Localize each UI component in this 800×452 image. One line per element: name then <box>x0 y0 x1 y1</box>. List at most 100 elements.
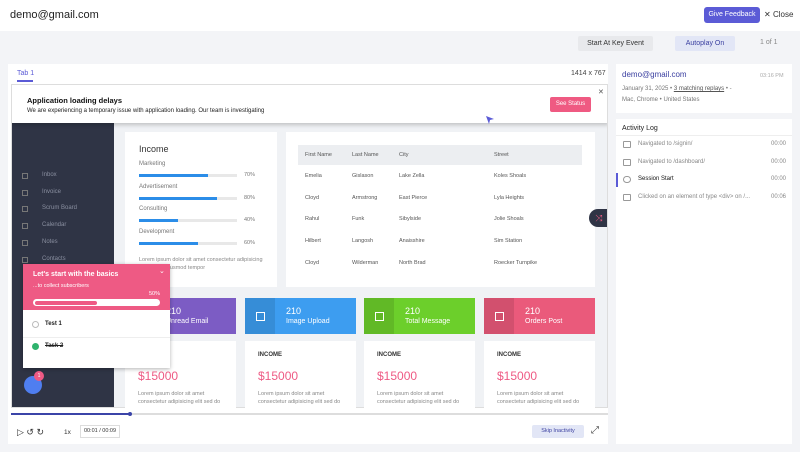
resolution: 1414 x 767 <box>571 70 606 77</box>
table-cell: Cloyd <box>305 194 320 201</box>
header: demo@gmail.com Give Feedback ✕ Close <box>0 0 800 31</box>
skip-inactivity[interactable]: Skip Inactivity <box>532 425 584 438</box>
table-header-cell: Street <box>494 152 509 158</box>
session-user[interactable]: demo@gmail.com <box>622 70 687 79</box>
stat-icon <box>375 312 384 321</box>
card-amount: $15000 <box>377 369 418 383</box>
event-time: 00:00 <box>771 141 787 147</box>
income-mini-card: INCOME $15000 Lorem ipsum dolor sit amet c… <box>364 341 475 408</box>
stat-icon-bg <box>364 298 394 334</box>
table-cell: North Brad <box>399 259 426 266</box>
banner-text: We are experiencing a temporary issue wi… <box>27 108 265 114</box>
card-amount: $15000 <box>258 369 299 383</box>
stat-label: Total Message <box>405 318 451 325</box>
event-icon <box>623 176 631 184</box>
table-cell: Funk <box>352 216 365 223</box>
stat-icon <box>256 312 265 321</box>
table-cell: Hilbert <box>305 238 321 245</box>
stat-value: 210 <box>405 306 421 316</box>
see-status-button[interactable]: See Status <box>550 97 591 112</box>
table-cell: Wilderman <box>352 259 379 266</box>
stat-card: 210 Total Message <box>364 298 475 334</box>
table-cell: Lyla Heights <box>494 194 525 201</box>
nav-item[interactable]: Invoice <box>42 188 62 195</box>
stat-label: Orders Post <box>525 318 563 325</box>
bar-value: 70% <box>244 172 256 178</box>
check-item: Task 2 <box>45 343 64 349</box>
bar <box>139 174 208 177</box>
checklist-title: Let's start with the basics <box>33 271 119 278</box>
event-icon <box>623 158 631 166</box>
nav-icon <box>22 206 28 213</box>
table-cell: Sim Station <box>494 238 523 245</box>
table-cell: Gislason <box>352 173 374 179</box>
timeline <box>11 412 608 416</box>
bar <box>139 196 218 200</box>
nav-item[interactable]: Inbox <box>42 172 57 178</box>
card-text: Lorem ipsum dolor sit amet consectetur a… <box>258 391 341 405</box>
table-cell: Koles Shoals <box>494 173 527 179</box>
checklist-head: Let's start with the basics ⌄ ...to coll… <box>23 264 170 310</box>
event-text: Session Start <box>638 176 674 183</box>
banner-close[interactable]: ✕ <box>598 89 604 96</box>
bar-label: Development <box>139 229 175 236</box>
bar-label: Consulting <box>139 206 168 213</box>
side-toggle[interactable]: ⤨ <box>589 209 607 227</box>
stat-card: 210 Image Upload <box>245 298 356 334</box>
key-event-button[interactable]: Start At Key Event <box>578 36 653 51</box>
bar-value: 80% <box>244 194 256 201</box>
nav-icon <box>22 173 28 179</box>
income-card: Income Lorem ipsum dolor sit amet consec… <box>125 132 277 287</box>
stat-icon-bg <box>484 298 514 334</box>
session-meta: January 31, 2025 • 3 matching replays • … <box>622 86 732 92</box>
table-header-cell: City <box>399 152 409 158</box>
stat-icon-bg <box>245 298 275 334</box>
timeline-handle[interactable] <box>128 412 132 416</box>
income-title: Income <box>139 144 169 154</box>
nav-icon <box>22 189 28 196</box>
play-controls[interactable]: ▷ ↺ ↻ <box>17 427 45 437</box>
progress-track <box>33 299 160 306</box>
bar <box>139 219 179 223</box>
feedback-button[interactable]: Give Feedback <box>704 7 760 23</box>
table-header-cell: First Name <box>305 152 332 158</box>
checklist-collapse[interactable]: ⌄ <box>159 268 165 275</box>
nav-item[interactable]: Notes <box>42 238 58 245</box>
nav-item[interactable]: Scrum Board <box>42 205 78 212</box>
checkbox[interactable] <box>32 321 39 328</box>
card-text: Lorem ipsum dolor sit amet consectetur a… <box>138 391 221 405</box>
check-item: Test 1 <box>45 321 62 327</box>
cursor <box>486 116 494 124</box>
card-title: INCOME <box>497 352 521 358</box>
event-time: 00:00 <box>771 176 787 183</box>
banner: Application loading delays We are experi… <box>12 85 607 123</box>
income-text: Lorem ipsum dolor sit amet consectetur a… <box>139 257 263 271</box>
activity-log: Activity Log Navigated to /signin/00:00 N… <box>616 119 792 444</box>
table-card: First Name Last Name City Street Emelia Gisla… <box>286 132 595 287</box>
nav-icon <box>22 256 28 263</box>
checklist: Let's start with the basics ⌄ ...to coll… <box>23 264 170 368</box>
stat-value: 210 <box>525 306 541 316</box>
fullscreen[interactable]: ⤢ <box>591 425 599 436</box>
nav-item[interactable]: Contacts <box>42 255 66 262</box>
table-cell: Armstrong <box>352 194 378 201</box>
email: demo@gmail.com <box>10 9 99 21</box>
table-cell: Anaisshire <box>399 238 425 245</box>
autoplay-button[interactable]: Autoplay On <box>675 36 735 51</box>
table-cell: Rahul <box>305 216 320 223</box>
checkbox[interactable] <box>32 343 39 350</box>
speed[interactable]: 1x <box>64 429 71 436</box>
session-time: 03:16 PM <box>760 73 784 79</box>
time: 00:01 / 00:09 <box>80 425 120 438</box>
stat-label: Unread Email <box>166 318 209 325</box>
nav-item[interactable]: Calendar <box>42 222 67 229</box>
banner-title: Application loading delays <box>27 96 123 105</box>
close-button[interactable]: ✕ Close <box>764 10 794 19</box>
tab[interactable]: Tab 1 <box>17 70 35 77</box>
stat-value: 210 <box>166 306 182 316</box>
replays-link[interactable]: 3 matching replays <box>673 86 725 92</box>
progress-bar <box>34 300 97 305</box>
checklist-launcher[interactable]: 1 <box>24 371 44 394</box>
bar-label: Advertisement <box>139 183 178 190</box>
card-amount: $15000 <box>497 369 538 383</box>
